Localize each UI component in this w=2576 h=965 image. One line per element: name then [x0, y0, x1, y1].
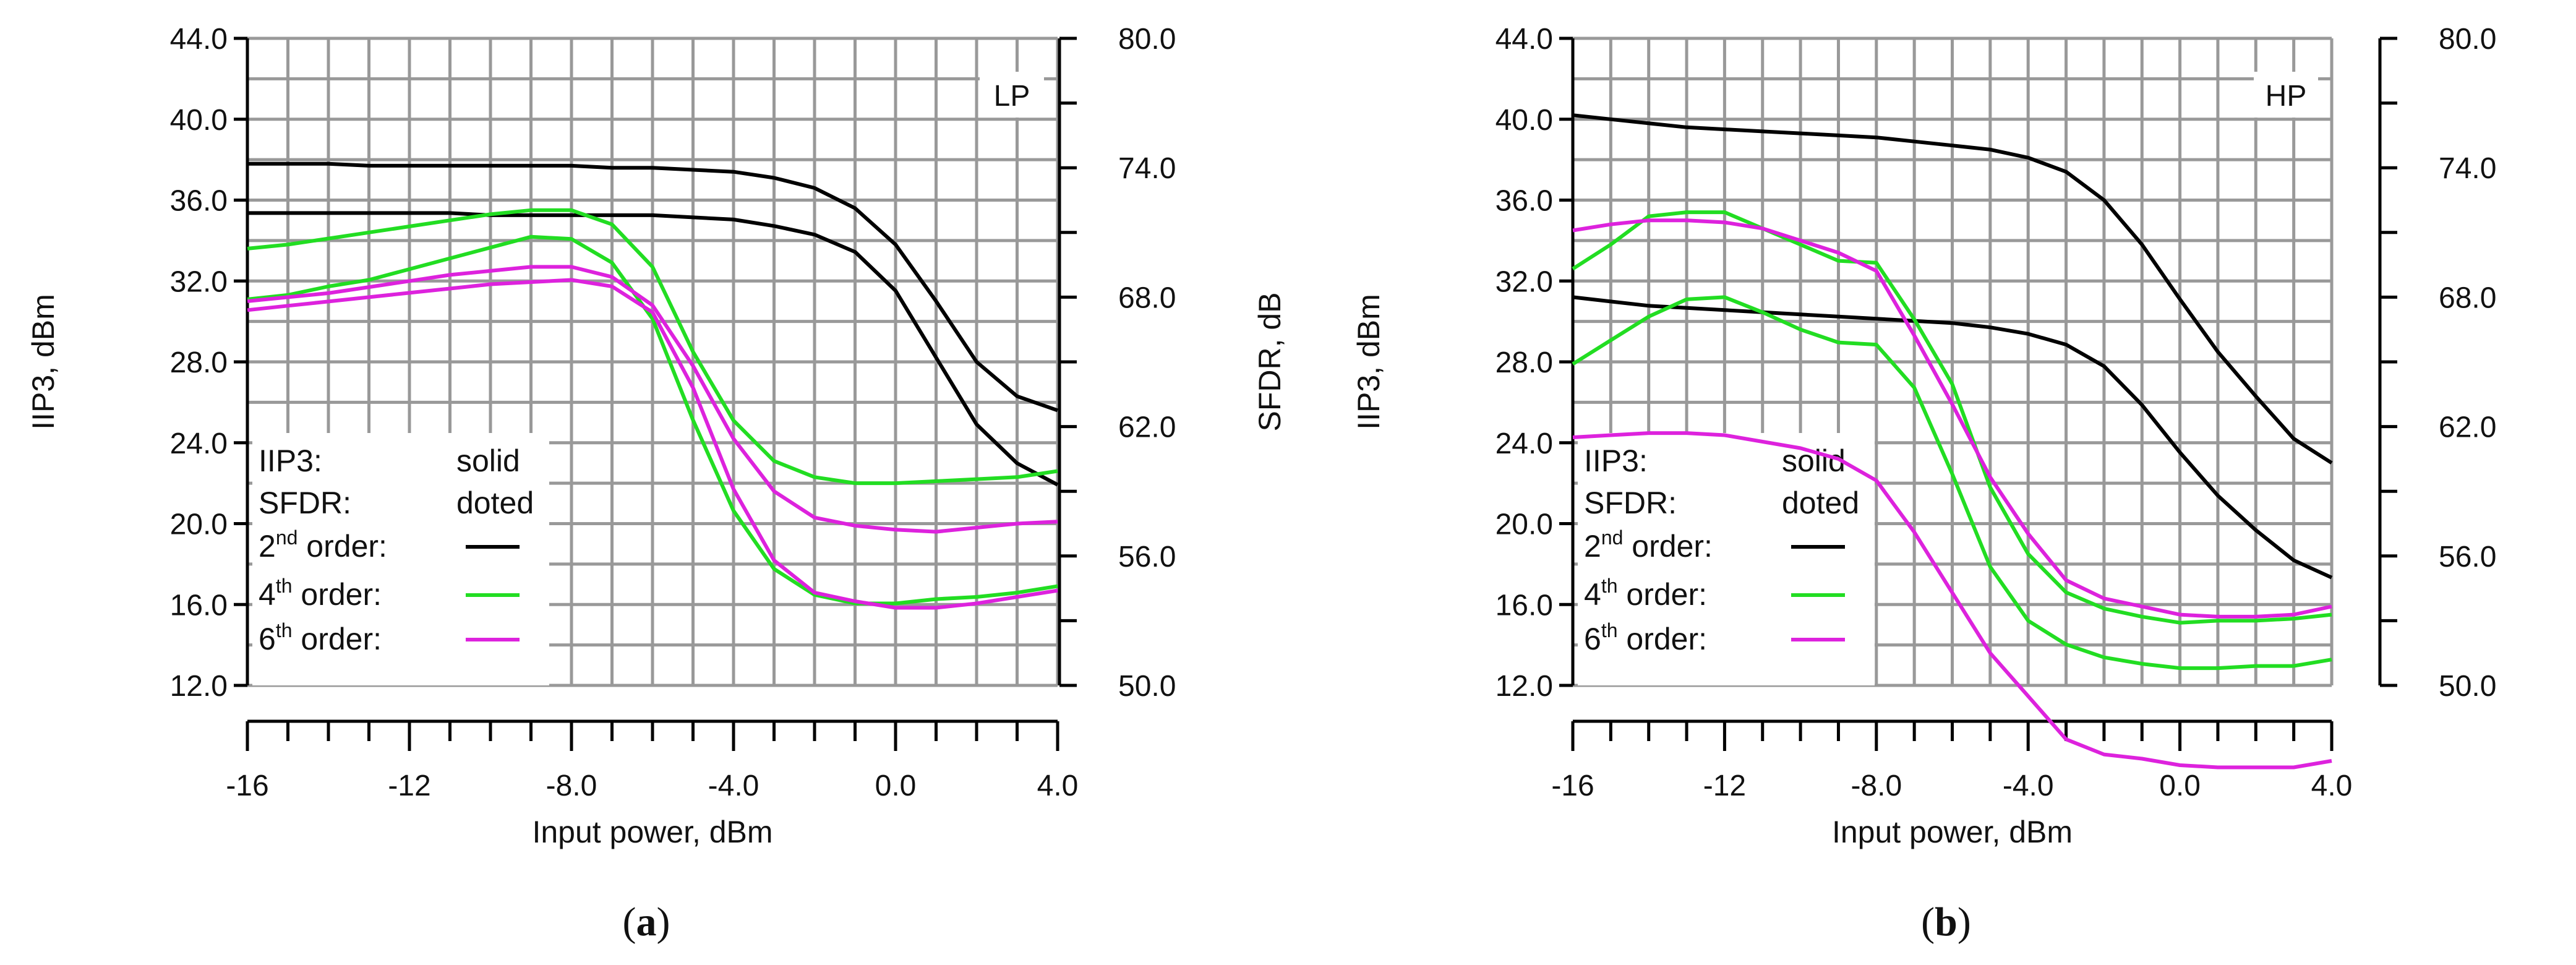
series-6th-iip3 [247, 265, 1058, 534]
series-6th-iip3 [1572, 218, 2332, 619]
y-tick-label-right: 68.0 [2439, 281, 2496, 314]
panel-caption: (a) [623, 899, 670, 945]
legend-order-label: 6th order: [259, 619, 382, 656]
y-axis-title-left: IIP3, dBm [26, 294, 61, 430]
y-tick-label-left: 16.0 [1496, 589, 1553, 622]
y-axis-title-right: SFDR, dB [2573, 292, 2576, 431]
panel-caption: (b) [1921, 899, 1971, 945]
x-tick-label: -16 [1551, 770, 1594, 802]
legend-order-label: 4th order: [259, 575, 382, 612]
y-tick-label-left: 44.0 [170, 23, 228, 56]
x-tick-label: 4.0 [2311, 770, 2353, 802]
y-tick-label-right: 74.0 [1118, 152, 1176, 185]
legend-order-label: 4th order: [1584, 575, 1707, 612]
y-tick-label-left: 28.0 [1496, 346, 1553, 379]
panel-tag-box [980, 72, 1044, 118]
x-tick-label: -16 [226, 770, 268, 802]
y-tick-label-left: 32.0 [1496, 265, 1553, 298]
legend-row-value: solid [1782, 444, 1846, 478]
y-tick-label-left: 44.0 [1496, 23, 1553, 56]
series-6th-sfdr [247, 278, 1058, 610]
legend-row-label: SFDR: [1584, 486, 1677, 520]
series-2nd-sfdr [247, 211, 1059, 487]
y-tick-label-right: 62.0 [2439, 411, 2496, 444]
x-tick-label: 0.0 [875, 770, 917, 802]
y-tick-label-right: 56.0 [1118, 541, 1176, 573]
x-tick-label: 0.0 [2159, 770, 2201, 802]
y-tick-label-left: 20.0 [1496, 508, 1553, 541]
y-tick-label-left: 24.0 [170, 427, 228, 460]
y-tick-label-right: 62.0 [1118, 411, 1176, 444]
legend-row-value: solid [456, 444, 520, 478]
y-tick-label-right: 74.0 [2439, 152, 2496, 185]
x-axis-title: Input power, dBm [532, 815, 772, 849]
legend-row-value: doted [1782, 486, 1859, 520]
y-tick-label-right: 68.0 [1118, 281, 1176, 314]
legend-row-label: IIP3: [259, 444, 322, 478]
series-2nd-sfdr [1572, 295, 2333, 580]
panel-tag-box [2254, 72, 2318, 118]
series-4th-iip3 [247, 208, 1058, 486]
y-tick-label-left: 28.0 [170, 346, 228, 379]
legend-order-label: 6th order: [1584, 619, 1707, 656]
x-tick-label: 4.0 [1037, 770, 1079, 802]
x-axis-title: Input power, dBm [1832, 815, 2073, 849]
series-4th-sfdr [1572, 295, 2332, 671]
y-tick-label-right: 50.0 [1118, 670, 1176, 703]
panel-tag-label: LP [994, 80, 1030, 113]
series-2nd-iip3 [247, 161, 1058, 413]
series-6th-sfdr [1572, 431, 2332, 770]
series-2nd-iip3 [1572, 113, 2333, 465]
x-tick-label: -8.0 [546, 770, 597, 802]
y-tick-label-left: 20.0 [170, 508, 228, 541]
x-tick-label: -12 [1703, 770, 1746, 802]
y-tick-label-left: 12.0 [1496, 670, 1553, 703]
y-tick-label-right: 80.0 [1118, 23, 1176, 56]
y-tick-label-left: 40.0 [1496, 104, 1553, 137]
y-axis-title-right: SFDR, dB [1252, 292, 1287, 431]
legend-row-label: SFDR: [259, 486, 351, 520]
panel-tag-label: HP [2266, 80, 2307, 113]
legend-order-label: 2nd order: [259, 526, 387, 564]
x-tick-label: -12 [388, 770, 430, 802]
y-tick-label-left: 40.0 [170, 104, 228, 137]
chart-panel-hp: 12.0 16.0 20.0 24.0 28.0 32.0 36.0 40.0 44.0 IIP3… [1351, 23, 2576, 945]
x-tick-label: -8.0 [1851, 770, 1902, 802]
y-tick-label-left: 36.0 [1496, 185, 1553, 218]
legend-box [1578, 433, 1875, 685]
y-tick-label-right: 50.0 [2439, 670, 2496, 703]
y-tick-label-left: 16.0 [170, 589, 228, 622]
legend-row-label: IIP3: [1584, 444, 1648, 478]
series-4th-iip3 [1572, 210, 2332, 625]
legend-box [252, 433, 549, 685]
series-4th-sfdr [247, 234, 1058, 606]
y-tick-label-right: 56.0 [2439, 541, 2496, 573]
legend-order-label: 2nd order: [1584, 526, 1713, 564]
y-axis-title-left: IIP3, dBm [1351, 294, 1386, 430]
y-tick-label-left: 32.0 [170, 265, 228, 298]
x-tick-label: -4.0 [2003, 770, 2054, 802]
y-tick-label-left: 36.0 [170, 185, 228, 218]
y-tick-label-right: 80.0 [2439, 23, 2496, 56]
y-tick-label-left: 12.0 [170, 670, 228, 703]
legend-row-value: doted [456, 486, 534, 520]
x-tick-label: -4.0 [708, 770, 760, 802]
chart-panel-lp: 12.0 16.0 20.0 24.0 28.0 32.0 36.0 40.0 44.0 IIP3… [26, 23, 1287, 945]
y-tick-label-left: 24.0 [1496, 427, 1553, 460]
